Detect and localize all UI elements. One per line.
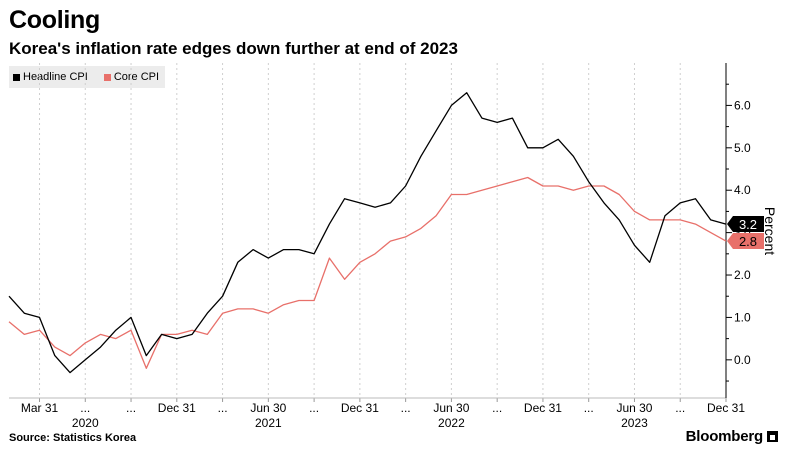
legend-item-core: Core CPI — [103, 71, 160, 83]
x-year-label: 2021 — [255, 416, 282, 430]
y-tick-label: 2.0 — [734, 268, 751, 282]
series-line-headline-cpi — [8, 92, 727, 374]
legend-swatch-headline — [13, 73, 20, 81]
x-year-label: 2023 — [621, 416, 648, 430]
source-note: Source: Statistics Korea — [9, 432, 137, 444]
y-tick-label: 0.0 — [734, 353, 751, 367]
x-tick-label: ... — [675, 401, 685, 415]
brand-name: Bloomberg — [685, 428, 764, 445]
x-tick-label: ... — [584, 401, 594, 415]
x-tick-label: Dec 31 — [158, 401, 196, 415]
x-tick-label: Dec 31 — [707, 401, 745, 415]
x-tick-label: Dec 31 — [341, 401, 379, 415]
y-tick-label: 1.0 — [734, 310, 751, 324]
end-label-core: 2.8 — [739, 234, 757, 249]
y-tick-label: 4.0 — [734, 183, 751, 197]
y-tick-label: 5.0 — [734, 141, 751, 155]
end-label-bg-core — [727, 233, 764, 249]
x-tick-label: Jun 30 — [250, 401, 286, 415]
series-line-core-cpi — [8, 176, 727, 369]
x-tick-label: Dec 31 — [524, 401, 562, 415]
x-tick-label: Jun 30 — [433, 401, 469, 415]
chart-subtitle: Korea's inflation rate edges down furthe… — [9, 39, 458, 58]
y-axis-label: Percent — [762, 207, 778, 255]
x-tick-label: Jun 30 — [616, 401, 652, 415]
brand-logo: Bloomberg — [686, 428, 778, 445]
x-year-label: 2020 — [72, 416, 99, 430]
x-tick-label: Mar 31 — [21, 401, 59, 415]
x-tick-label: ... — [492, 401, 502, 415]
y-tick-label: 6.0 — [734, 98, 751, 112]
x-tick-label: ... — [218, 401, 228, 415]
chart-legend: Headline CPI Core CPI — [9, 66, 166, 88]
legend-swatch-core — [103, 73, 111, 81]
legend-label-core: Core CPI — [113, 71, 160, 83]
end-label-headline: 3.2 — [739, 217, 757, 232]
x-tick-label: ... — [80, 401, 90, 415]
x-tick-label: ... — [401, 401, 411, 415]
chart-title: Cooling — [9, 6, 100, 34]
bloomberg-mark-icon — [767, 431, 778, 442]
end-label-bg-headline — [727, 216, 764, 232]
x-tick-label: ... — [309, 401, 319, 415]
x-tick-label: ... — [126, 401, 136, 415]
x-year-label: 2022 — [438, 416, 465, 430]
